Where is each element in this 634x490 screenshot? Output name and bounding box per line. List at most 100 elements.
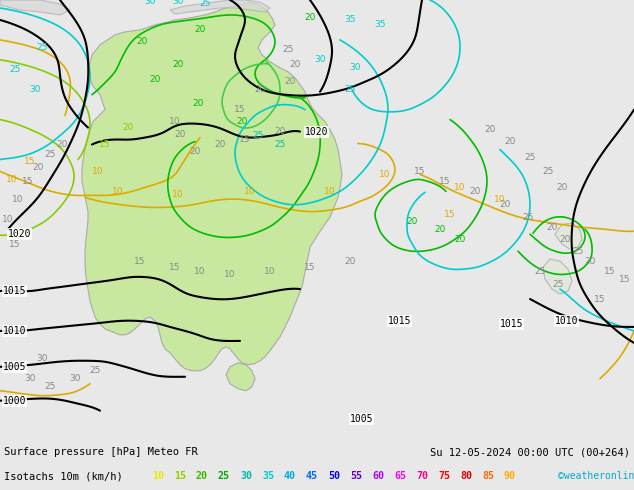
Text: 10: 10 bbox=[224, 270, 236, 279]
Text: 1015: 1015 bbox=[500, 319, 524, 329]
Text: 45: 45 bbox=[306, 471, 318, 481]
Polygon shape bbox=[0, 0, 70, 15]
Text: 10: 10 bbox=[244, 187, 256, 196]
Text: 25: 25 bbox=[36, 43, 48, 52]
Text: 25: 25 bbox=[542, 167, 553, 176]
Text: 10: 10 bbox=[152, 471, 164, 481]
Text: 15: 15 bbox=[439, 177, 451, 186]
Polygon shape bbox=[82, 2, 342, 371]
Text: 25: 25 bbox=[89, 366, 101, 375]
Text: 20: 20 bbox=[500, 200, 511, 209]
Polygon shape bbox=[226, 363, 255, 391]
Text: 30: 30 bbox=[314, 55, 326, 64]
Text: 1010: 1010 bbox=[3, 326, 27, 336]
Text: 15: 15 bbox=[134, 257, 146, 266]
Text: 15: 15 bbox=[239, 135, 251, 144]
Text: 15: 15 bbox=[100, 140, 111, 149]
Text: 20: 20 bbox=[196, 471, 208, 481]
Text: 1005: 1005 bbox=[350, 414, 373, 424]
Text: 40: 40 bbox=[284, 471, 296, 481]
Text: 80: 80 bbox=[460, 471, 472, 481]
Text: 25: 25 bbox=[252, 131, 264, 140]
Text: 20: 20 bbox=[136, 37, 148, 47]
Text: 15: 15 bbox=[10, 240, 21, 249]
Text: 25: 25 bbox=[524, 153, 536, 162]
Text: 25: 25 bbox=[552, 280, 564, 289]
Text: 20: 20 bbox=[484, 125, 496, 134]
Text: 10: 10 bbox=[454, 183, 466, 192]
Text: 25: 25 bbox=[275, 140, 286, 149]
Text: 30: 30 bbox=[69, 374, 81, 383]
Text: 15: 15 bbox=[174, 471, 186, 481]
Text: 25: 25 bbox=[534, 267, 546, 275]
Text: 20: 20 bbox=[284, 77, 295, 86]
Text: 20: 20 bbox=[504, 137, 515, 146]
Text: 25: 25 bbox=[44, 150, 56, 159]
Text: 20: 20 bbox=[122, 123, 134, 132]
Text: Su 12-05-2024 00:00 UTC (00+264): Su 12-05-2024 00:00 UTC (00+264) bbox=[430, 447, 630, 457]
Text: 30: 30 bbox=[240, 471, 252, 481]
Polygon shape bbox=[170, 0, 270, 14]
Text: 20: 20 bbox=[434, 225, 446, 234]
Text: 15: 15 bbox=[444, 210, 456, 219]
Text: 10: 10 bbox=[6, 175, 18, 184]
Text: 70: 70 bbox=[416, 471, 428, 481]
Text: 10: 10 bbox=[172, 190, 184, 199]
Text: 90: 90 bbox=[504, 471, 516, 481]
Text: 20: 20 bbox=[190, 147, 201, 156]
Text: 35: 35 bbox=[262, 471, 274, 481]
Text: 15: 15 bbox=[304, 263, 316, 271]
Text: 10: 10 bbox=[169, 117, 181, 126]
Text: 1015: 1015 bbox=[388, 316, 411, 326]
Text: 15: 15 bbox=[594, 294, 605, 303]
Text: 15: 15 bbox=[414, 167, 426, 176]
Text: 20: 20 bbox=[275, 127, 286, 136]
Text: 20: 20 bbox=[406, 217, 418, 226]
Text: 20: 20 bbox=[32, 163, 44, 172]
Text: 20: 20 bbox=[585, 257, 596, 266]
Text: 15: 15 bbox=[234, 105, 246, 114]
Text: 1020: 1020 bbox=[305, 126, 328, 137]
Text: 35: 35 bbox=[374, 21, 385, 29]
Text: 30: 30 bbox=[29, 85, 41, 94]
Text: 10: 10 bbox=[93, 167, 104, 176]
Text: 55: 55 bbox=[350, 471, 362, 481]
Text: 35: 35 bbox=[344, 15, 356, 24]
Text: 30: 30 bbox=[349, 63, 361, 73]
Text: 25: 25 bbox=[199, 0, 210, 8]
Text: 20: 20 bbox=[174, 130, 186, 139]
Text: 10: 10 bbox=[495, 195, 506, 204]
Text: 20: 20 bbox=[254, 85, 266, 94]
Text: 25: 25 bbox=[10, 65, 21, 74]
Text: 25: 25 bbox=[44, 382, 56, 391]
Text: 20: 20 bbox=[547, 223, 558, 232]
Text: 30: 30 bbox=[24, 374, 36, 383]
Text: 1015: 1015 bbox=[3, 286, 27, 296]
Text: 10: 10 bbox=[194, 267, 206, 275]
Text: 30: 30 bbox=[36, 354, 48, 363]
Text: 20: 20 bbox=[56, 140, 68, 149]
Text: 1010: 1010 bbox=[555, 316, 578, 326]
Text: 85: 85 bbox=[482, 471, 494, 481]
Text: 1005: 1005 bbox=[3, 362, 27, 372]
Text: 10: 10 bbox=[324, 187, 336, 196]
Text: 10: 10 bbox=[112, 187, 124, 196]
Text: Surface pressure [hPa] Meteo FR: Surface pressure [hPa] Meteo FR bbox=[4, 447, 198, 457]
Text: 10: 10 bbox=[264, 267, 276, 275]
Text: 10: 10 bbox=[379, 170, 391, 179]
Polygon shape bbox=[543, 259, 572, 294]
Text: 20: 20 bbox=[304, 13, 316, 23]
Text: 15: 15 bbox=[169, 263, 181, 271]
Text: 25: 25 bbox=[282, 46, 294, 54]
Text: 15: 15 bbox=[24, 157, 36, 166]
Text: 20: 20 bbox=[172, 60, 184, 69]
Text: 20: 20 bbox=[556, 183, 567, 192]
Text: 20: 20 bbox=[344, 257, 356, 266]
Text: 20: 20 bbox=[214, 140, 226, 149]
Text: 30: 30 bbox=[172, 0, 184, 6]
Text: 20: 20 bbox=[194, 25, 205, 34]
Text: 20: 20 bbox=[469, 187, 481, 196]
Text: 10: 10 bbox=[304, 127, 316, 136]
Text: 15: 15 bbox=[619, 274, 631, 284]
Text: 1000: 1000 bbox=[3, 396, 27, 406]
